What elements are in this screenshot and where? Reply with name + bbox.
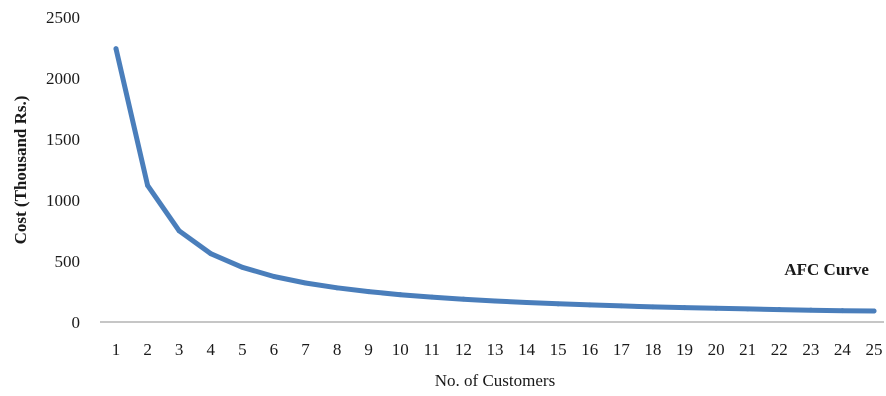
data-point: [492, 298, 498, 304]
y-tick-label: 2500: [46, 8, 80, 27]
x-tick-label: 2: [143, 340, 152, 359]
y-tick-label: 1000: [46, 191, 80, 210]
x-tick-label: 6: [270, 340, 279, 359]
data-point: [587, 302, 593, 308]
data-point: [871, 308, 877, 314]
data-point: [524, 299, 530, 305]
x-tick-label: 4: [207, 340, 216, 359]
x-tick-label: 21: [739, 340, 756, 359]
x-tick-label: 24: [834, 340, 852, 359]
data-point: [713, 305, 719, 311]
x-tick-label: 1: [112, 340, 121, 359]
x-tick-label: 15: [550, 340, 567, 359]
x-tick-label: 11: [424, 340, 440, 359]
data-point: [113, 46, 119, 52]
y-tick-label: 500: [55, 252, 81, 271]
x-tick-label: 10: [392, 340, 409, 359]
data-point: [776, 307, 782, 313]
data-point: [460, 296, 466, 302]
x-tick-label: 18: [644, 340, 661, 359]
x-tick-label: 20: [708, 340, 725, 359]
data-point: [745, 306, 751, 312]
y-axis-title: Cost (Thousand Rs.): [11, 96, 30, 245]
data-point: [397, 292, 403, 298]
x-tick-label: 12: [455, 340, 472, 359]
data-point: [366, 289, 372, 295]
data-point: [839, 308, 845, 314]
data-point: [208, 251, 214, 257]
x-axis-ticks: 1 2 3 4 5 6 7 8 9 10 11 12 13 14 15 16 17 18 19 20 21 22 23 24 2…: [112, 340, 883, 359]
x-tick-label: 13: [487, 340, 504, 359]
x-tick-label: 17: [613, 340, 631, 359]
series-line: [113, 46, 877, 314]
data-point: [429, 294, 435, 300]
x-tick-label: 5: [238, 340, 247, 359]
data-point: [334, 285, 340, 291]
data-point: [239, 264, 245, 270]
data-point: [808, 307, 814, 313]
data-point: [555, 301, 561, 307]
x-tick-label: 7: [301, 340, 310, 359]
y-axis-ticks: 0 500 1000 1500 2000 2500: [46, 8, 80, 332]
x-tick-label: 19: [676, 340, 693, 359]
x-tick-label: 16: [581, 340, 598, 359]
x-tick-label: 14: [518, 340, 536, 359]
x-tick-label: 9: [364, 340, 373, 359]
x-tick-label: 25: [866, 340, 883, 359]
x-tick-label: 23: [802, 340, 819, 359]
data-point: [650, 304, 656, 310]
annotation-label: AFC Curve: [784, 260, 869, 279]
y-tick-label: 1500: [46, 130, 80, 149]
series-group: [113, 46, 877, 314]
data-point: [271, 273, 277, 279]
x-tick-label: 22: [771, 340, 788, 359]
data-point: [618, 303, 624, 309]
y-tick-label: 2000: [46, 69, 80, 88]
x-tick-label: 3: [175, 340, 184, 359]
x-tick-label: 8: [333, 340, 342, 359]
data-point: [145, 182, 151, 188]
data-point: [303, 280, 308, 286]
y-tick-label: 0: [72, 313, 81, 332]
data-point: [176, 228, 182, 234]
data-point: [682, 305, 687, 311]
x-axis-title: No. of Customers: [435, 371, 555, 390]
annotation-group: AFC Curve: [784, 260, 869, 279]
